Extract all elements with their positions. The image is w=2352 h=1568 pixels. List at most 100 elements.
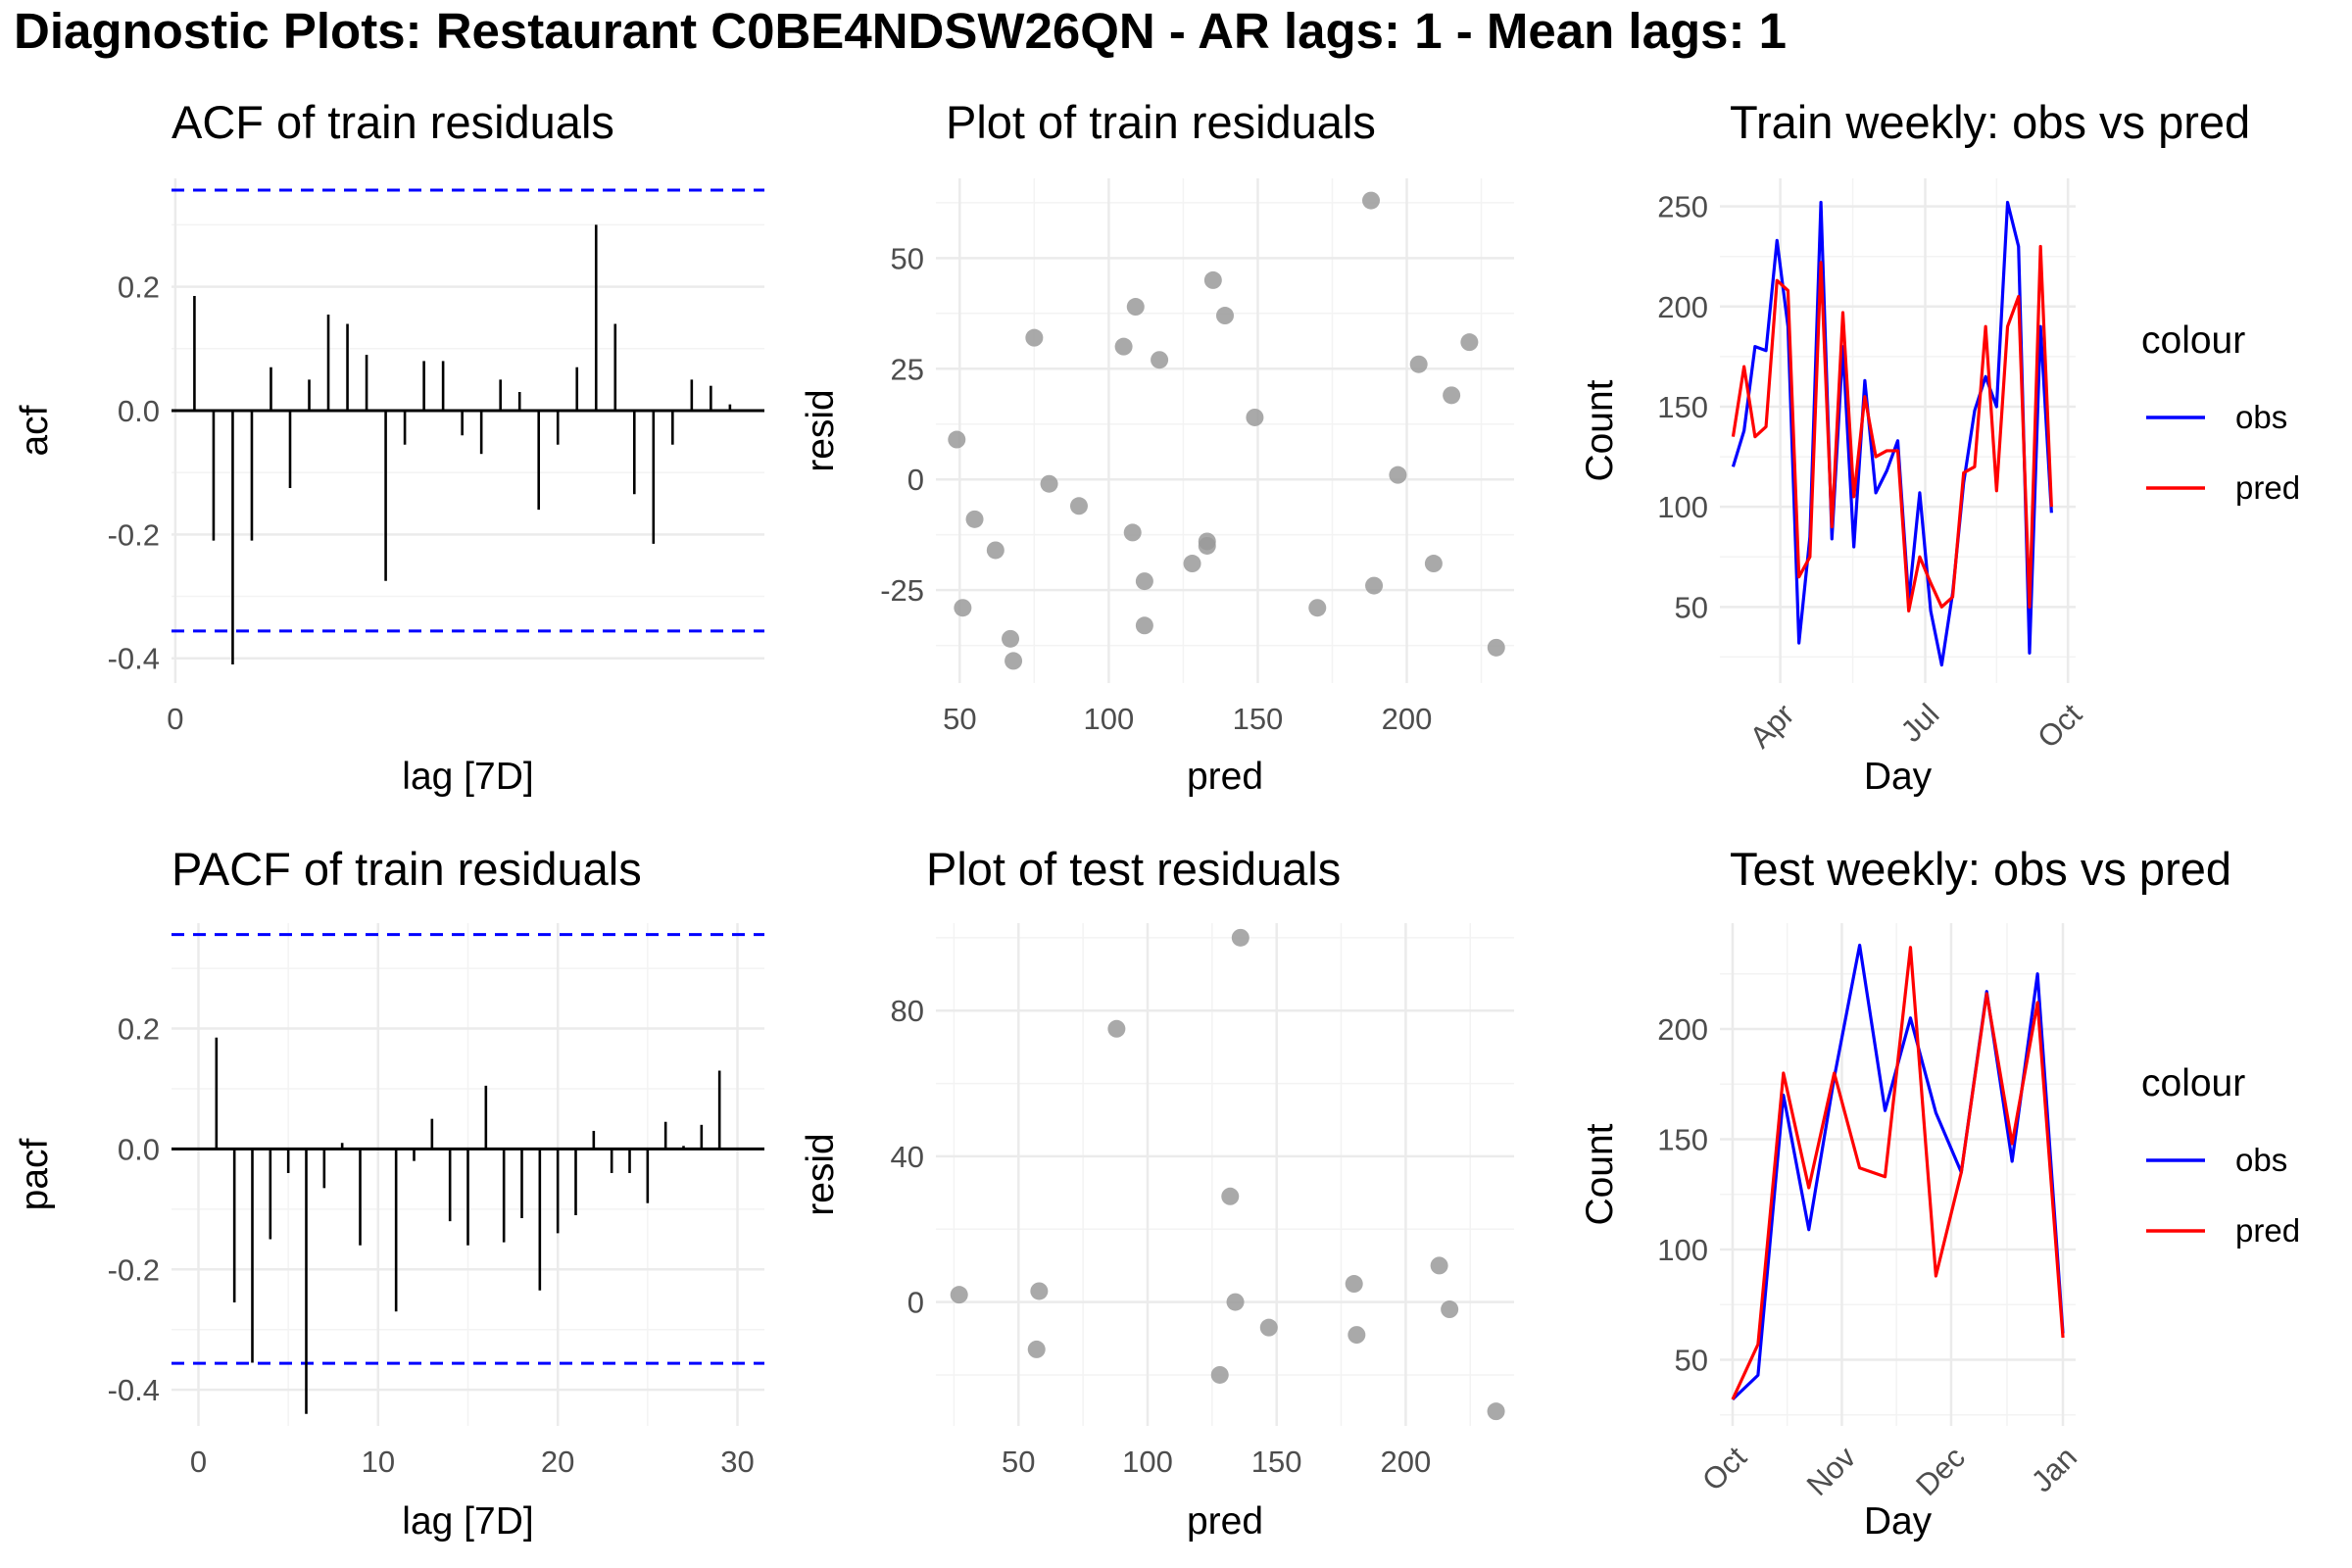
y-tick-label: 100 — [1657, 490, 1708, 524]
x-tick-label: 100 — [1084, 702, 1135, 736]
series-line-pred — [1731, 244, 2053, 613]
y-axis-label: resid — [800, 389, 842, 472]
x-axis-label: lag [7D] — [402, 1500, 533, 1543]
x-tick-label: Oct — [2031, 697, 2088, 755]
scatter-point — [1487, 1402, 1505, 1421]
series-line-obs — [1731, 943, 2065, 1401]
y-axis-label: Count — [1579, 1123, 1621, 1225]
scatter-point — [965, 510, 984, 528]
x-tick-label: 150 — [1251, 1445, 1302, 1479]
y-tick-label: 50 — [1675, 1344, 1708, 1378]
scatter-point — [1231, 928, 1250, 947]
scatter-point — [1030, 1282, 1049, 1300]
y-axis-label: pacf — [14, 1138, 56, 1210]
y-tick-label: 0 — [907, 463, 924, 497]
x-tick-label: Apr — [1743, 697, 1801, 755]
y-tick-label: 50 — [891, 241, 924, 275]
scatter-point — [1198, 536, 1216, 555]
y-tick-label: 150 — [1657, 390, 1708, 424]
x-tick-label: Jan — [2025, 1440, 2083, 1498]
scatter-point — [1151, 351, 1169, 369]
y-tick-label: 250 — [1657, 190, 1708, 224]
legend-label-pred: pred — [2235, 469, 2300, 506]
x-tick-label: 30 — [720, 1445, 754, 1479]
scatter-point — [1226, 1293, 1245, 1311]
x-tick-label: Jul — [1894, 697, 1946, 749]
test-residuals-panel: Plot of test residuals 0 40 80 50 100 150 200 pr… — [800, 843, 1514, 1543]
scatter-point — [1409, 355, 1428, 373]
pacf-panel: PACF of train residuals -0.4 -0.2 0.0 0.2 0 10… — [14, 843, 764, 1543]
train-weekly-panel: Train weekly: obs vs pred 50 100 150 200 250 A… — [1579, 96, 2300, 798]
y-tick-label: -0.2 — [108, 1252, 160, 1287]
scatter-point — [1002, 629, 1020, 648]
scatter-point — [1004, 652, 1023, 670]
train-residuals-panel: Plot of train residuals -25 0 25 50 50 100 150 2… — [800, 96, 1514, 798]
scatter-point — [1135, 572, 1153, 591]
y-tick-label: 50 — [1675, 590, 1708, 624]
y-tick-label: 40 — [891, 1140, 924, 1174]
x-tick-label: 50 — [943, 702, 976, 736]
chart-title: Test weekly: obs vs pred — [1730, 843, 2231, 895]
y-axis-label: Count — [1579, 379, 1621, 481]
legend-title: colour — [2141, 1062, 2245, 1104]
y-tick-label: -25 — [880, 573, 924, 608]
scatter-point — [1069, 497, 1088, 515]
x-axis-label: lag [7D] — [402, 756, 533, 798]
scatter-point — [1040, 474, 1058, 493]
scatter-point — [1123, 523, 1142, 542]
scatter-point — [1443, 386, 1461, 405]
x-axis-label: pred — [1187, 756, 1263, 798]
scatter-point — [1025, 328, 1044, 347]
scatter-point — [1183, 555, 1201, 573]
scatter-point — [986, 541, 1004, 560]
y-axis-label: resid — [800, 1133, 842, 1216]
chart-title: Plot of test residuals — [926, 843, 1341, 895]
y-tick-label: 200 — [1657, 1012, 1708, 1047]
y-tick-label: -0.4 — [108, 1373, 160, 1407]
scatter-point — [1460, 333, 1479, 352]
x-tick-label: 10 — [362, 1445, 395, 1479]
legend-title: colour — [2141, 319, 2245, 362]
scatter-point — [948, 430, 966, 449]
scatter-point — [1246, 408, 1264, 426]
scatter-point — [1259, 1318, 1278, 1337]
page-title: Diagnostic Plots: Restaurant C0BE4NDSW26… — [14, 3, 1787, 59]
x-tick-label: 50 — [1002, 1445, 1035, 1479]
y-tick-label: 0.0 — [118, 1132, 160, 1166]
y-tick-label: -0.4 — [108, 642, 160, 676]
test-weekly-panel: Test weekly: obs vs pred 50 100 150 200 Oct No… — [1579, 843, 2300, 1543]
y-tick-label: 100 — [1657, 1233, 1708, 1267]
scatter-point — [950, 1286, 968, 1304]
scatter-point — [1424, 555, 1443, 573]
scatter-point — [1389, 466, 1407, 484]
y-tick-label: 80 — [891, 994, 924, 1028]
chart-title: ACF of train residuals — [172, 96, 614, 148]
scatter-point — [1216, 307, 1234, 325]
legend-label-obs: obs — [2235, 399, 2287, 435]
x-tick-label: Dec — [1909, 1440, 1972, 1502]
scatter-point — [1135, 616, 1153, 635]
chart-title: Train weekly: obs vs pred — [1730, 96, 2250, 148]
x-tick-label: 200 — [1381, 1445, 1432, 1479]
x-tick-label: Oct — [1695, 1440, 1753, 1497]
x-axis-label: Day — [1864, 756, 1933, 798]
x-axis-label: Day — [1864, 1500, 1933, 1543]
y-tick-label: 150 — [1657, 1123, 1708, 1157]
series-line-obs — [1731, 200, 2053, 667]
y-tick-label: -0.2 — [108, 517, 160, 552]
y-tick-label: 0.0 — [118, 394, 160, 428]
scatter-point — [1430, 1256, 1448, 1275]
y-axis-label: acf — [14, 405, 56, 456]
scatter-point — [1027, 1340, 1046, 1358]
y-tick-label: 200 — [1657, 290, 1708, 324]
scatter-point — [1210, 1365, 1229, 1384]
scatter-point — [1114, 337, 1133, 356]
scatter-point — [1365, 576, 1384, 595]
legend-label-obs: obs — [2235, 1142, 2287, 1178]
scatter-point — [1348, 1326, 1366, 1345]
x-tick-label: 100 — [1122, 1445, 1173, 1479]
x-tick-label: Nov — [1800, 1440, 1863, 1502]
series-line-pred — [1731, 946, 2065, 1400]
scatter-point — [1203, 270, 1222, 289]
chart-title: PACF of train residuals — [172, 843, 642, 895]
